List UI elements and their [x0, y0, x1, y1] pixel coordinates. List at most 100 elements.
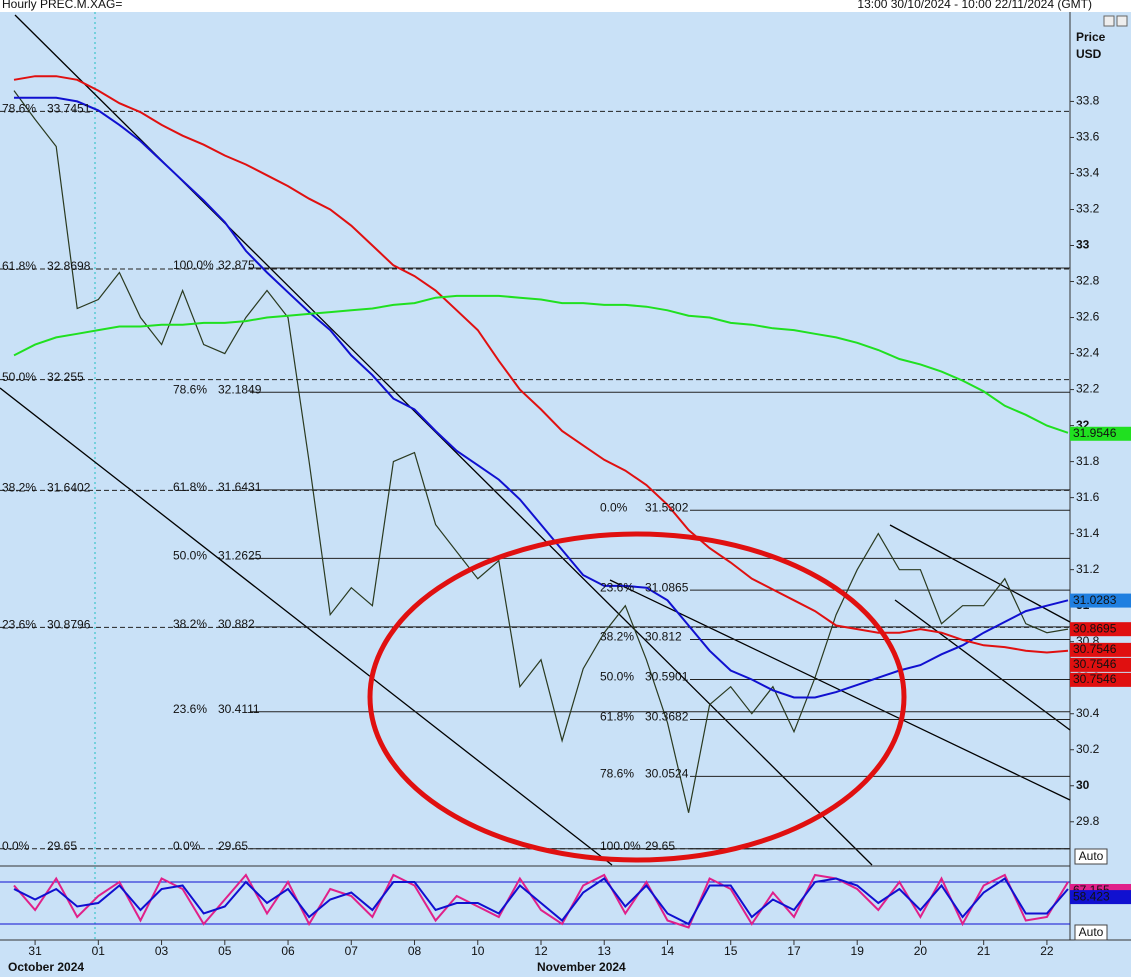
- x-tick-label: 15: [724, 944, 738, 958]
- x-tick-label: 12: [534, 944, 548, 958]
- close-button[interactable]: [1116, 15, 1128, 27]
- fib-price: 30.5901: [645, 670, 689, 684]
- y-axis-unit: USD: [1076, 47, 1102, 61]
- fib-price: 32.875: [218, 258, 255, 272]
- fib-price: 30.882: [218, 617, 255, 631]
- series-line: [13, 877, 1069, 926]
- fib-pct: 50.0%: [600, 670, 634, 684]
- fib-price: 31.2625: [218, 549, 262, 563]
- auto-button[interactable]: [1074, 924, 1108, 941]
- fib-pct: 38.2%: [600, 630, 634, 644]
- x-tick-label: 05: [218, 944, 232, 958]
- y-tick-label: 30.4: [1076, 706, 1100, 720]
- fib-price: 29.65: [47, 839, 77, 853]
- y-axis-label: Price: [1076, 30, 1106, 44]
- price-label-box: [1070, 657, 1131, 672]
- y-tick-label: 31.8: [1076, 454, 1100, 468]
- series-line: [14, 96, 1069, 699]
- fib-price: 31.5302: [645, 500, 689, 514]
- restore-button[interactable]: [1103, 15, 1115, 27]
- x-tick-label: 20: [914, 944, 928, 958]
- x-tick-label: 19: [851, 944, 865, 958]
- fib-price: 31.6431: [218, 480, 262, 494]
- x-tick-label: 10: [471, 944, 485, 958]
- fib-price: 30.3682: [645, 710, 689, 724]
- fib-price: 29.65: [645, 839, 675, 853]
- price-label-box: [1070, 426, 1131, 441]
- fib-pct: 50.0%: [173, 549, 207, 563]
- series-line: [13, 294, 1069, 434]
- x-tick-label: 07: [345, 944, 359, 958]
- fib-price: 30.4111: [218, 702, 260, 716]
- fib-price: 32.1849: [218, 382, 262, 396]
- trendline: [889, 524, 1071, 623]
- price-label-box: [1070, 642, 1131, 657]
- y-tick-label: 33.2: [1076, 202, 1100, 216]
- y-tick-label: 33.6: [1076, 130, 1100, 144]
- month-label: November 2024: [537, 960, 626, 974]
- x-tick-label: 03: [155, 944, 169, 958]
- fib-pct: 61.8%: [2, 259, 36, 273]
- osc-label: 58.423: [1073, 889, 1110, 903]
- x-tick-label: 17: [787, 944, 801, 958]
- fib-pct: 0.0%: [600, 500, 628, 514]
- trendline: [894, 599, 1071, 731]
- osc-label-box: [1070, 890, 1131, 905]
- date-range: 13:00 30/10/2024 - 10:00 22/11/2024 (GMT…: [857, 0, 1092, 11]
- price-label: 31.0283: [1073, 593, 1117, 607]
- y-tick-label: 30: [1076, 778, 1090, 792]
- price-label: 30.8695: [1073, 621, 1117, 635]
- series-line: [13, 75, 1069, 654]
- x-tick-label: 21: [977, 944, 991, 958]
- y-tick-label: 32.6: [1076, 310, 1100, 324]
- x-tick-label: 31: [28, 944, 42, 958]
- price-label-box: [1070, 672, 1131, 687]
- auto-button-label[interactable]: Auto: [1079, 925, 1104, 939]
- y-tick-label: 31.2: [1076, 562, 1100, 576]
- month-label: October 2024: [8, 960, 84, 974]
- header-bar: [0, 0, 1131, 12]
- fib-price: 31.0865: [645, 580, 689, 594]
- price-label: 30.7546: [1073, 672, 1117, 686]
- fib-pct: 23.6%: [173, 702, 207, 716]
- price-label: 30.7546: [1073, 642, 1117, 656]
- fib-price: 31.6402: [47, 481, 91, 495]
- y-tick-label: 33: [1076, 238, 1090, 252]
- fib-pct: 23.6%: [600, 580, 634, 594]
- y-tick-label: 30.2: [1076, 742, 1100, 756]
- y-tick-label: 31.6: [1076, 490, 1100, 504]
- fib-price: 32.255: [47, 370, 84, 384]
- price-label-box: [1070, 622, 1131, 637]
- series-line: [13, 90, 1069, 813]
- y-tick-label: 33.8: [1076, 94, 1100, 108]
- x-tick-label: 13: [598, 944, 612, 958]
- fib-price: 32.8698: [47, 259, 91, 273]
- y-tick-label: 33.4: [1076, 166, 1100, 180]
- fib-price: 33.7451: [47, 101, 91, 115]
- x-tick-label: 08: [408, 944, 422, 958]
- auto-button[interactable]: [1074, 848, 1108, 865]
- x-tick-label: 01: [92, 944, 106, 958]
- fib-pct: 23.6%: [2, 618, 36, 632]
- price-label-box: [1070, 593, 1131, 608]
- fib-pct: 78.6%: [2, 101, 36, 115]
- fib-pct: 100.0%: [600, 839, 641, 853]
- y-tick-label: 32.8: [1076, 274, 1100, 288]
- fib-pct: 0.0%: [173, 839, 201, 853]
- auto-button-label[interactable]: Auto: [1079, 849, 1104, 863]
- fib-pct: 78.6%: [600, 766, 634, 780]
- y-tick-label: 29.8: [1076, 814, 1100, 828]
- fib-pct: 38.2%: [173, 617, 207, 631]
- fib-pct: 38.2%: [2, 481, 36, 495]
- fib-pct: 61.8%: [173, 480, 207, 494]
- fib-pct: 78.6%: [173, 382, 207, 396]
- x-tick-label: 14: [661, 944, 675, 958]
- highlight-ellipse: [367, 531, 907, 863]
- price-label: 31.9546: [1073, 426, 1117, 440]
- price-label: 30.7546: [1073, 657, 1117, 671]
- fib-pct: 0.0%: [2, 839, 30, 853]
- x-tick-label: 06: [281, 944, 295, 958]
- fib-price: 30.0524: [645, 766, 689, 780]
- y-tick-label: 32.2: [1076, 382, 1100, 396]
